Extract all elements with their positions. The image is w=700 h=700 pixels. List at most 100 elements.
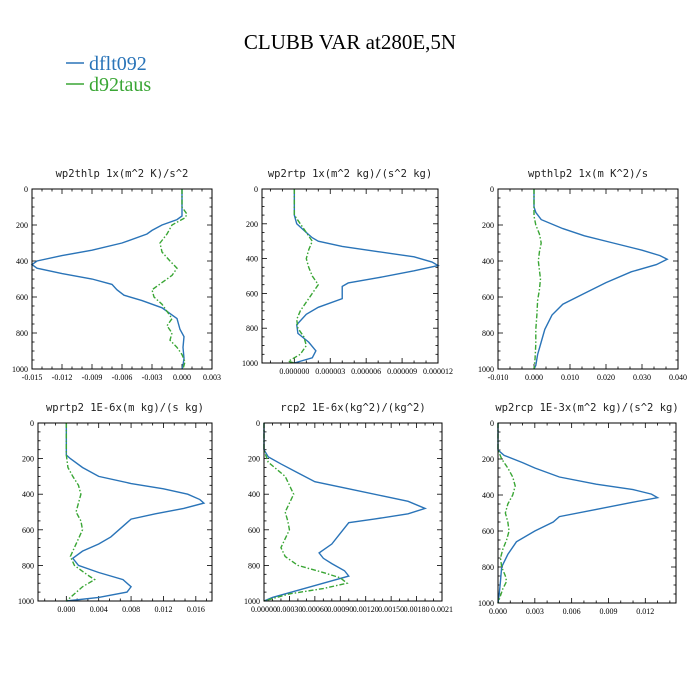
y-tick-label: 400 <box>16 257 28 266</box>
panel-4: wprtp2 1E-6x(m kg)/(s kg) 0 200 400 600 800 10… <box>18 402 213 614</box>
series-dflt092 <box>497 423 660 604</box>
y-tick-label: 400 <box>22 490 34 499</box>
y-tick-label: 0 <box>254 185 258 194</box>
x-tick-label: 0.000 <box>525 373 543 382</box>
x-tick-label: 0.000 <box>489 607 507 616</box>
y-tick-label: 200 <box>16 221 28 230</box>
panels: wp2thlp 1x(m^2 K)/s^202004006008001000-0… <box>12 168 687 616</box>
y-tick-label: 0 <box>24 185 28 194</box>
series-dflt092 <box>293 189 440 364</box>
plot-frame <box>263 422 443 602</box>
x-tick-label: 0.040 <box>669 373 687 382</box>
y-tick-label: 1000 <box>12 365 28 374</box>
y-tick-label: 800 <box>22 561 34 570</box>
y-tick-label: 800 <box>248 561 260 570</box>
legend-label-dflt092: dflt092 <box>89 53 147 75</box>
y-tick-label: 400 <box>482 257 494 266</box>
x-tick-label: -0.006 <box>112 373 133 382</box>
series-dflt092 <box>263 423 428 602</box>
y-tick-label: 200 <box>482 455 494 464</box>
y-tick-label: 600 <box>22 526 34 535</box>
x-tick-label: 0.020 <box>597 373 615 382</box>
x-tick-label: 0.000006 <box>351 367 381 376</box>
panel-title: wpthlp2 1x(m K^2)/s <box>528 168 648 180</box>
x-tick-label: 0.000 <box>57 605 75 614</box>
x-tick-label: 0.000009 <box>387 367 417 376</box>
x-tick-label: -0.003 <box>142 373 163 382</box>
x-tick-label: 0.0021 <box>431 605 453 614</box>
y-tick-label: 800 <box>246 324 258 333</box>
y-tick-label: 800 <box>482 329 494 338</box>
y-tick-label: 1000 <box>478 599 494 608</box>
x-tick-label: 0.010 <box>561 373 579 382</box>
y-tick-label: 1000 <box>244 597 260 606</box>
series-dflt092 <box>30 189 185 370</box>
panel-title: wp2rtp 1x(m^2 kg)/(s^2 kg) <box>268 168 432 180</box>
y-tick-label: 1000 <box>478 365 494 374</box>
y-tick-label: 0 <box>30 419 34 428</box>
panel-3: wpthlp2 1x(m K^2)/s 0 200 400 600 800 1000-0.0… <box>478 168 687 382</box>
plot-frame <box>261 188 439 364</box>
y-tick-label: 600 <box>248 526 260 535</box>
x-tick-label: -0.012 <box>52 373 73 382</box>
x-tick-label: 0.012 <box>636 607 654 616</box>
y-tick-label: 400 <box>248 490 260 499</box>
y-tick-label: 0 <box>490 419 494 428</box>
y-tick-label: 600 <box>482 527 494 536</box>
x-tick-label: 0.003 <box>526 607 544 616</box>
plot-frame <box>497 188 679 370</box>
x-tick-label: -0.015 <box>22 373 43 382</box>
series-d92taus <box>497 423 516 604</box>
y-tick-label: 200 <box>482 221 494 230</box>
y-tick-label: 0 <box>256 419 260 428</box>
y-tick-label: 1000 <box>242 359 258 368</box>
x-tick-label: 0.00120 <box>353 605 379 614</box>
x-tick-label: 0.004 <box>90 605 108 614</box>
y-tick-label: 200 <box>248 455 260 464</box>
x-tick-label: 0.006 <box>563 607 581 616</box>
y-tick-label: 600 <box>482 293 494 302</box>
y-tick-label: 800 <box>482 563 494 572</box>
x-tick-label: 0.00000 <box>251 605 277 614</box>
y-tick-label: 1000 <box>18 597 34 606</box>
x-tick-label: 0.016 <box>187 605 205 614</box>
y-tick-label: 600 <box>246 289 258 298</box>
series-d92taus <box>533 189 542 370</box>
y-tick-label: 0 <box>490 185 494 194</box>
series-d92taus <box>65 423 96 602</box>
x-tick-label: 0.009 <box>599 607 617 616</box>
panel-2: wp2rtp 1x(m^2 kg)/(s^2 kg) 0 200 400 600 800 1… <box>242 168 453 376</box>
x-tick-label: 0.000000 <box>279 367 309 376</box>
y-tick-label: 200 <box>246 220 258 229</box>
x-tick-label: 0.008 <box>122 605 140 614</box>
panel-title: wp2rcp 1E-3x(m^2 kg)/(s^2 kg) <box>495 402 678 414</box>
x-tick-label: 0.00180 <box>404 605 430 614</box>
y-tick-label: 400 <box>246 255 258 264</box>
x-tick-label: 0.003 <box>203 373 221 382</box>
panel-title: wp2thlp 1x(m^2 K)/s^2 <box>56 168 189 180</box>
plot-frame <box>497 422 677 604</box>
x-tick-label: 0.00060 <box>302 605 328 614</box>
figure-title: CLUBB VAR at280E,5N <box>244 30 456 54</box>
x-tick-label: 0.00150 <box>378 605 404 614</box>
x-tick-label: 0.000012 <box>423 367 453 376</box>
y-tick-label: 400 <box>482 491 494 500</box>
x-tick-label: 0.000003 <box>315 367 345 376</box>
y-tick-label: 600 <box>16 293 28 302</box>
x-tick-label: 0.00090 <box>327 605 353 614</box>
x-tick-label: 0.000 <box>173 373 191 382</box>
plot-frame <box>37 422 213 602</box>
panel-title: wprtp2 1E-6x(m kg)/(s kg) <box>46 402 204 414</box>
y-tick-label: 800 <box>16 329 28 338</box>
x-tick-label: 0.00030 <box>276 605 302 614</box>
series-dflt092 <box>533 189 669 370</box>
panel-1: wp2thlp 1x(m^2 K)/s^202004006008001000-0… <box>12 168 221 382</box>
series-dflt092 <box>65 423 206 602</box>
series-d92taus <box>151 189 188 370</box>
series-d92taus <box>286 189 320 364</box>
x-tick-label: 0.012 <box>154 605 172 614</box>
y-tick-label: 200 <box>22 455 34 464</box>
panel-5: rcp2 1E-6x(kg^2)/(kg^2) 0 200 400 600 800 1000… <box>244 402 453 614</box>
x-tick-label: -0.010 <box>488 373 509 382</box>
